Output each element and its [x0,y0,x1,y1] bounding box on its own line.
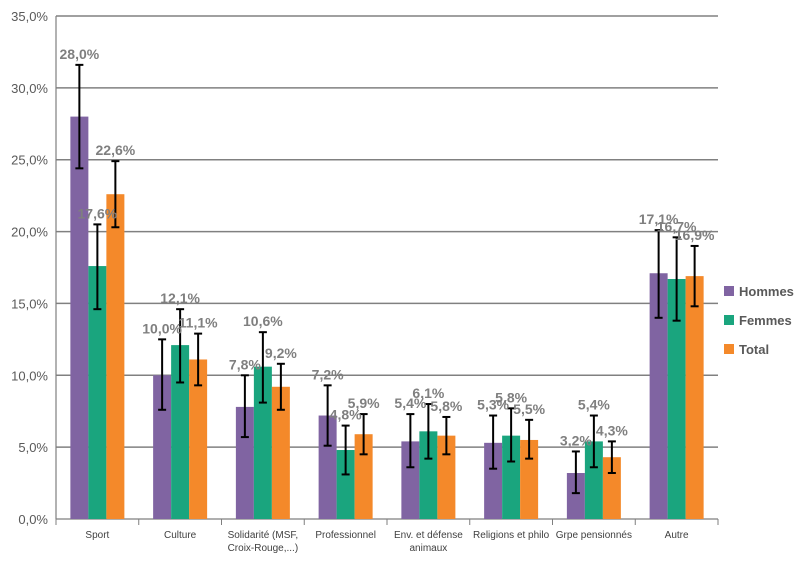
y-tick-label: 15,0% [11,296,48,311]
data-labels: 28,0% 10,0% 7,8% 7,2% 5,4% 5,3% 3,2% 17,1% 17,6%… [60,46,715,449]
data-label: 16,7% [657,218,697,234]
legend-label-hommes: Hommes [739,284,794,299]
bar-femmes [502,435,521,519]
bar-hommes [566,473,585,519]
data-label: 10,0% [142,320,182,336]
data-label: 4,3% [596,422,628,438]
bar-femmes [171,345,190,519]
bar-femmes [667,278,686,519]
data-label: 16,9% [675,227,715,243]
bar-total [520,439,539,519]
y-tick-label: 5,0% [18,440,48,455]
data-label: 7,8% [229,356,261,372]
data-label: 5,8% [495,389,527,405]
y-tick-label: 0,0% [18,512,48,527]
y-axis-ticks: 0,0% 5,0% 10,0% 15,0% 20,0% 25,0% 30,0% 35,0% [11,9,48,527]
bar-femmes [419,431,438,519]
bar-total [685,276,704,519]
data-label: 7,2% [312,366,344,382]
data-label: 3,2% [560,432,592,448]
data-label: 6,1% [412,385,444,401]
data-label: 4,8% [330,407,362,423]
x-axis: Sport Culture Solidarité (MSF, Croix-Rouge,… [55,16,719,554]
bar-hommes [153,375,172,519]
legend-label-total: Total [739,342,769,357]
bar-hommes [484,442,503,519]
data-label: 17,6% [78,205,118,221]
data-label: 5,8% [430,398,462,414]
data-label: 5,3% [477,397,509,413]
x-tick-label: Religions et philo [473,530,550,541]
data-label: 11,1% [179,315,218,331]
bar-femmes [584,441,603,519]
legend-label-femmes: Femmes [739,313,792,328]
data-label: 5,5% [513,401,545,417]
bar-total [354,434,373,519]
y-tick-label: 20,0% [11,225,48,240]
bar-hommes [318,415,337,519]
data-label: 28,0% [60,46,100,62]
bar-hommes [235,406,254,519]
bar-total [437,435,456,519]
x-tick-label: Env. et défense animaux [394,530,463,554]
y-tick-label: 10,0% [11,368,48,383]
bar-total [106,194,125,519]
x-tick-label: Solidarité (MSF, Croix-Rouge,...) [228,530,299,554]
legend-swatch-total [724,344,734,354]
x-tick-label: Professionnel [315,530,376,541]
y-tick-label: 25,0% [11,153,48,168]
data-label: 9,2% [265,345,297,361]
y-tick-label: 30,0% [11,81,48,96]
bars [70,116,704,519]
bar-femmes [253,366,272,519]
legend-swatch-femmes [724,315,734,325]
bar-hommes [70,116,89,519]
bar-hommes [649,273,668,519]
x-tick-label: Grpe pensionnés [556,530,632,541]
bar-total [602,457,621,519]
legend-swatch-hommes [724,286,734,296]
bar-femmes [88,266,107,519]
bar-femmes [336,450,355,519]
bar-hommes [401,441,420,519]
y-tick-label: 35,0% [11,9,48,24]
x-tick-label: Culture [164,530,197,541]
x-tick-label: Sport [85,530,109,541]
data-label: 12,1% [160,290,200,306]
data-label: 5,4% [578,397,610,413]
data-label: 5,4% [394,395,426,411]
data-label: 5,9% [348,395,380,411]
legend: Hommes Femmes Total [724,284,794,357]
data-label: 17,1% [639,211,679,227]
data-label: 22,6% [96,142,136,158]
error-bars [75,63,699,495]
data-label: 10,6% [243,313,283,329]
x-tick-label: Autre [665,530,689,541]
bar-total [189,359,208,519]
bar-total [271,386,290,519]
